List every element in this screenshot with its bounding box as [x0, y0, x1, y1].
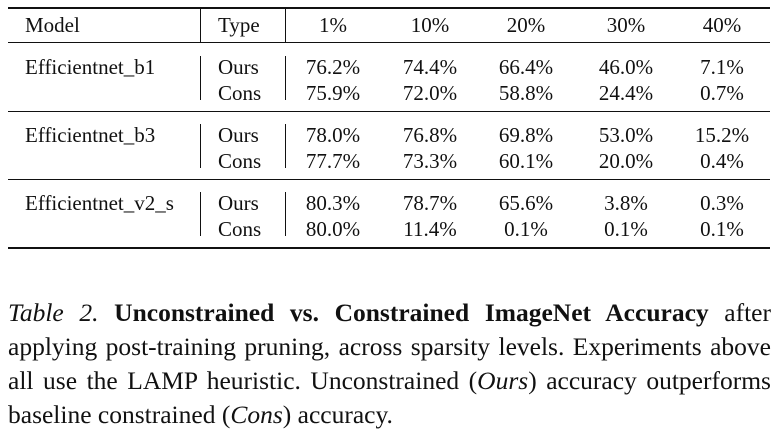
header-level-1: 1% [319, 13, 347, 37]
row-type: Ours [218, 55, 259, 79]
caption-title: Unconstrained vs. Constrained ImageNet A… [114, 298, 709, 327]
group3-separator-2 [285, 192, 286, 236]
cell-value: 72.0% [402, 81, 458, 105]
cell-value: 0.1% [504, 217, 548, 241]
cell-value: 0.3% [700, 191, 744, 215]
table-top-rule [8, 7, 770, 9]
caption-cons: Cons [230, 400, 283, 429]
group-rule-2 [8, 179, 770, 180]
row-type: Ours [218, 123, 259, 147]
cell-value: 0.1% [700, 217, 744, 241]
cell-value: 24.4% [598, 81, 654, 105]
cell-value: 58.8% [498, 81, 554, 105]
caption-text: ) accuracy. [282, 400, 393, 429]
cell-value: 0.7% [700, 81, 744, 105]
cell-value: 73.3% [402, 149, 458, 173]
cell-value: 75.9% [305, 81, 361, 105]
cell-value: 76.2% [305, 55, 361, 79]
header-level-4: 30% [606, 13, 646, 37]
header-separator-1 [200, 9, 201, 42]
cell-value: 46.0% [598, 55, 654, 79]
cell-value: 80.3% [305, 191, 361, 215]
cell-value: 66.4% [498, 55, 554, 79]
row-type: Cons [218, 149, 262, 173]
cell-value: 20.0% [598, 149, 654, 173]
row-type: Cons [218, 217, 262, 241]
model-name: Efficientnet_b3 [25, 123, 156, 147]
group1-separator-2 [285, 56, 286, 100]
cell-value: 0.1% [604, 217, 648, 241]
caption-text: after applying post-training pruning, ac… [8, 298, 771, 395]
row-type: Ours [218, 191, 259, 215]
row-type: Cons [218, 81, 262, 105]
model-name: Efficientnet_v2_s [25, 191, 174, 215]
cell-value: 0.4% [700, 149, 744, 173]
cell-value: 3.8% [604, 191, 648, 215]
group-rule-1 [8, 111, 770, 112]
cell-value: 11.4% [403, 217, 457, 241]
group1-separator-1 [200, 56, 201, 100]
cell-value: 78.0% [305, 123, 361, 147]
header-model: Model [25, 13, 80, 37]
table-bottom-rule [8, 247, 770, 249]
group2-separator-1 [200, 124, 201, 168]
group2-separator-2 [285, 124, 286, 168]
cell-value: 78.7% [402, 191, 458, 215]
cell-value: 76.8% [402, 123, 458, 147]
header-type: Type [218, 13, 260, 37]
table-caption: Table 2. Unconstrained vs. Constrained I… [8, 296, 771, 432]
header-level-2: 10% [410, 13, 450, 37]
caption-text: ) accuracy outperforms baseline constrai… [8, 366, 771, 429]
model-name: Efficientnet_b1 [25, 55, 156, 79]
header-level-3: 20% [506, 13, 546, 37]
group3-separator-1 [200, 192, 201, 236]
cell-value: 69.8% [498, 123, 554, 147]
cell-value: 60.1% [498, 149, 554, 173]
cell-value: 77.7% [305, 149, 361, 173]
header-rule [8, 42, 770, 43]
cell-value: 74.4% [402, 55, 458, 79]
cell-value: 7.1% [700, 55, 744, 79]
caption-ours: Ours [477, 366, 529, 395]
caption-label: Table 2. [8, 298, 99, 327]
cell-value: 53.0% [598, 123, 654, 147]
cell-value: 15.2% [694, 123, 750, 147]
cell-value: 80.0% [305, 217, 361, 241]
header-separator-2 [285, 9, 286, 42]
cell-value: 65.6% [498, 191, 554, 215]
header-level-5: 40% [702, 13, 742, 37]
